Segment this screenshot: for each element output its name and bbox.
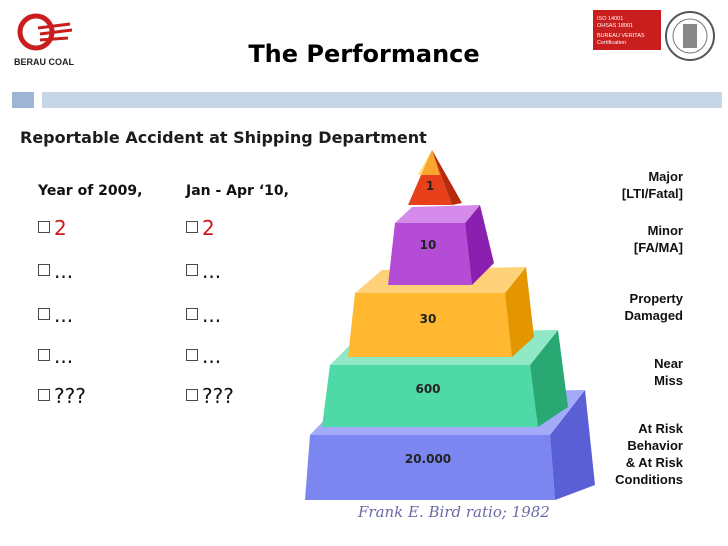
title-bar — [42, 92, 722, 108]
pyramid-tier-1-side — [432, 150, 462, 205]
pyramid-tier-1-glow — [418, 150, 440, 175]
pyramid-tier-3-value: 30 — [420, 312, 437, 326]
column-2010-header: Jan - Apr ‘10, — [186, 183, 289, 199]
label-at-risk: At Risk Behavior & At Risk Conditions — [615, 421, 683, 487]
pyramid-tier-2-value: 10 — [420, 238, 437, 252]
bullet-square-icon — [186, 389, 198, 401]
column-2009-header: Year of 2009, — [38, 183, 143, 199]
bullet-square-icon — [186, 308, 198, 320]
column-2009-item: ??? — [38, 383, 86, 409]
pyramid-tier-5-value: 20.000 — [405, 452, 451, 466]
pyramid-tier-2-top — [395, 205, 480, 223]
column-2010-item: ... — [186, 302, 221, 328]
pyramid-tier-3 — [348, 293, 512, 357]
label-property-damaged: Property Damaged — [624, 291, 683, 323]
column-2010-item: ... — [186, 258, 221, 284]
company-name: BERAU COAL — [14, 57, 75, 67]
slide-subtitle: Reportable Accident at Shipping Departme… — [20, 128, 427, 147]
label-minor: Minor [FA/MA] — [633, 223, 683, 255]
bullet-square-icon — [38, 308, 50, 320]
column-2009-item: 2 — [38, 215, 67, 241]
column-2010-item: 2 — [186, 215, 215, 241]
bullet-square-icon — [186, 264, 198, 276]
column-2009-item: ... — [38, 343, 73, 369]
certification-logo: ISO 14001 OHSAS 18001 BUREAU VERITAS Cer… — [593, 10, 715, 61]
safety-pyramid: 1 10 30 600 20.000 — [305, 150, 595, 500]
cert-line-2: OHSAS 18001 — [597, 23, 633, 29]
pyramid-tier-1-value: 1 — [426, 179, 434, 193]
pyramid-tier-4-value: 600 — [415, 382, 440, 396]
pyramid-tier-2-side — [465, 205, 494, 285]
pyramid-tier-4-side — [530, 330, 568, 427]
bullet-square-icon — [186, 221, 198, 233]
cert-line-3: BUREAU VERITAS — [597, 33, 645, 39]
pyramid-tier-2 — [388, 223, 472, 285]
column-2010-item: ... — [186, 343, 221, 369]
column-2009-item: ... — [38, 258, 73, 284]
label-major: Major [LTI/Fatal] — [621, 169, 683, 201]
berau-coal-logo: BERAU COAL — [14, 13, 75, 67]
pyramid-tier-5 — [305, 435, 555, 500]
bullet-square-icon — [186, 349, 198, 361]
bullet-square-icon — [38, 221, 50, 233]
pyramid-tier-4 — [322, 365, 538, 427]
cert-line-1: ISO 14001 — [597, 16, 623, 22]
label-near-miss: Near Miss — [654, 356, 683, 388]
pyramid-tier-5-side — [550, 390, 595, 500]
title-bar-accent — [12, 92, 34, 108]
pyramid-tier-1 — [408, 150, 452, 205]
source-citation: Frank E. Bird ratio; 1982 — [358, 503, 550, 521]
column-2009-item: ... — [38, 302, 73, 328]
bullet-square-icon — [38, 349, 50, 361]
bullet-square-icon — [38, 264, 50, 276]
cert-line-4: Certification — [597, 40, 626, 46]
pyramid-tier-3-side — [505, 267, 534, 357]
slide-title: The Performance — [248, 40, 480, 68]
bullet-square-icon — [38, 389, 50, 401]
column-2010-item: ??? — [186, 383, 234, 409]
